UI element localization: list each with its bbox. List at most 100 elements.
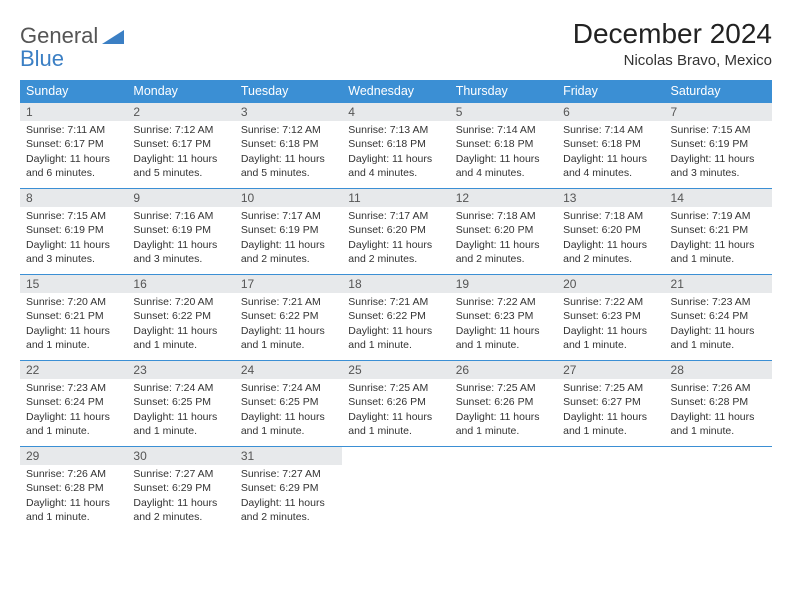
day-number: 9 (127, 189, 234, 207)
day-number: 17 (235, 275, 342, 293)
calendar-cell: 10Sunrise: 7:17 AMSunset: 6:19 PMDayligh… (235, 189, 342, 275)
calendar-row: 1Sunrise: 7:11 AMSunset: 6:17 PMDaylight… (20, 103, 772, 189)
weekday-header: Friday (557, 80, 664, 103)
calendar-cell: 21Sunrise: 7:23 AMSunset: 6:24 PMDayligh… (665, 275, 772, 361)
day-details: Sunrise: 7:13 AMSunset: 6:18 PMDaylight:… (342, 121, 449, 184)
day-details: Sunrise: 7:17 AMSunset: 6:19 PMDaylight:… (235, 207, 342, 270)
day-number: 25 (342, 361, 449, 379)
day-number: 13 (557, 189, 664, 207)
weekday-header: Sunday (20, 80, 127, 103)
day-details: Sunrise: 7:27 AMSunset: 6:29 PMDaylight:… (235, 465, 342, 528)
day-number: 22 (20, 361, 127, 379)
calendar-cell: 6Sunrise: 7:14 AMSunset: 6:18 PMDaylight… (557, 103, 664, 189)
calendar-cell: .. (450, 447, 557, 533)
calendar-cell: 16Sunrise: 7:20 AMSunset: 6:22 PMDayligh… (127, 275, 234, 361)
calendar-cell: 8Sunrise: 7:15 AMSunset: 6:19 PMDaylight… (20, 189, 127, 275)
day-number: 19 (450, 275, 557, 293)
day-number: 26 (450, 361, 557, 379)
day-details: Sunrise: 7:22 AMSunset: 6:23 PMDaylight:… (557, 293, 664, 356)
calendar-cell: 25Sunrise: 7:25 AMSunset: 6:26 PMDayligh… (342, 361, 449, 447)
day-details: Sunrise: 7:25 AMSunset: 6:26 PMDaylight:… (342, 379, 449, 442)
logo-line1: General (20, 23, 98, 48)
day-number: 24 (235, 361, 342, 379)
calendar-cell: 20Sunrise: 7:22 AMSunset: 6:23 PMDayligh… (557, 275, 664, 361)
calendar-cell: .. (665, 447, 772, 533)
page-title: December 2024 (573, 18, 772, 50)
day-number: 14 (665, 189, 772, 207)
calendar-cell: 4Sunrise: 7:13 AMSunset: 6:18 PMDaylight… (342, 103, 449, 189)
day-number: 6 (557, 103, 664, 121)
day-details: Sunrise: 7:27 AMSunset: 6:29 PMDaylight:… (127, 465, 234, 528)
weekday-header: Wednesday (342, 80, 449, 103)
day-number: 31 (235, 447, 342, 465)
calendar-cell: 27Sunrise: 7:25 AMSunset: 6:27 PMDayligh… (557, 361, 664, 447)
calendar-cell: 7Sunrise: 7:15 AMSunset: 6:19 PMDaylight… (665, 103, 772, 189)
day-details: Sunrise: 7:20 AMSunset: 6:22 PMDaylight:… (127, 293, 234, 356)
day-details: Sunrise: 7:21 AMSunset: 6:22 PMDaylight:… (235, 293, 342, 356)
day-number: 1 (20, 103, 127, 121)
day-details: Sunrise: 7:25 AMSunset: 6:26 PMDaylight:… (450, 379, 557, 442)
calendar-cell: 26Sunrise: 7:25 AMSunset: 6:26 PMDayligh… (450, 361, 557, 447)
calendar-cell: 15Sunrise: 7:20 AMSunset: 6:21 PMDayligh… (20, 275, 127, 361)
calendar-cell: 28Sunrise: 7:26 AMSunset: 6:28 PMDayligh… (665, 361, 772, 447)
calendar-row: 22Sunrise: 7:23 AMSunset: 6:24 PMDayligh… (20, 361, 772, 447)
calendar-cell: 5Sunrise: 7:14 AMSunset: 6:18 PMDaylight… (450, 103, 557, 189)
calendar-cell: 30Sunrise: 7:27 AMSunset: 6:29 PMDayligh… (127, 447, 234, 533)
day-number: 2 (127, 103, 234, 121)
weekday-header: Monday (127, 80, 234, 103)
day-details: Sunrise: 7:20 AMSunset: 6:21 PMDaylight:… (20, 293, 127, 356)
day-number: 21 (665, 275, 772, 293)
logo-line2: Blue (20, 46, 64, 71)
day-number: 18 (342, 275, 449, 293)
day-details: Sunrise: 7:15 AMSunset: 6:19 PMDaylight:… (665, 121, 772, 184)
day-number: 27 (557, 361, 664, 379)
calendar-cell: 17Sunrise: 7:21 AMSunset: 6:22 PMDayligh… (235, 275, 342, 361)
calendar-cell: 19Sunrise: 7:22 AMSunset: 6:23 PMDayligh… (450, 275, 557, 361)
calendar-cell: 31Sunrise: 7:27 AMSunset: 6:29 PMDayligh… (235, 447, 342, 533)
day-details: Sunrise: 7:24 AMSunset: 6:25 PMDaylight:… (235, 379, 342, 442)
day-details: Sunrise: 7:14 AMSunset: 6:18 PMDaylight:… (450, 121, 557, 184)
day-details: Sunrise: 7:15 AMSunset: 6:19 PMDaylight:… (20, 207, 127, 270)
header: General Blue December 2024 Nicolas Bravo… (20, 18, 772, 70)
day-details: Sunrise: 7:18 AMSunset: 6:20 PMDaylight:… (557, 207, 664, 270)
calendar-cell: 29Sunrise: 7:26 AMSunset: 6:28 PMDayligh… (20, 447, 127, 533)
day-number: 4 (342, 103, 449, 121)
day-details: Sunrise: 7:17 AMSunset: 6:20 PMDaylight:… (342, 207, 449, 270)
calendar-cell: 24Sunrise: 7:24 AMSunset: 6:25 PMDayligh… (235, 361, 342, 447)
calendar-cell: 23Sunrise: 7:24 AMSunset: 6:25 PMDayligh… (127, 361, 234, 447)
weekday-header: Thursday (450, 80, 557, 103)
calendar-cell: .. (342, 447, 449, 533)
location-subtitle: Nicolas Bravo, Mexico (573, 52, 772, 69)
day-number: 16 (127, 275, 234, 293)
day-details: Sunrise: 7:25 AMSunset: 6:27 PMDaylight:… (557, 379, 664, 442)
day-details: Sunrise: 7:14 AMSunset: 6:18 PMDaylight:… (557, 121, 664, 184)
calendar-cell: 11Sunrise: 7:17 AMSunset: 6:20 PMDayligh… (342, 189, 449, 275)
calendar-cell: 9Sunrise: 7:16 AMSunset: 6:19 PMDaylight… (127, 189, 234, 275)
weekday-header-row: Sunday Monday Tuesday Wednesday Thursday… (20, 80, 772, 103)
calendar-cell: 2Sunrise: 7:12 AMSunset: 6:17 PMDaylight… (127, 103, 234, 189)
day-details: Sunrise: 7:19 AMSunset: 6:21 PMDaylight:… (665, 207, 772, 270)
day-details: Sunrise: 7:26 AMSunset: 6:28 PMDaylight:… (20, 465, 127, 528)
day-number: 29 (20, 447, 127, 465)
calendar-cell: 13Sunrise: 7:18 AMSunset: 6:20 PMDayligh… (557, 189, 664, 275)
day-number: 5 (450, 103, 557, 121)
day-number: 7 (665, 103, 772, 121)
day-details: Sunrise: 7:18 AMSunset: 6:20 PMDaylight:… (450, 207, 557, 270)
calendar-cell: 22Sunrise: 7:23 AMSunset: 6:24 PMDayligh… (20, 361, 127, 447)
day-number: 11 (342, 189, 449, 207)
day-details: Sunrise: 7:12 AMSunset: 6:17 PMDaylight:… (127, 121, 234, 184)
day-number: 23 (127, 361, 234, 379)
day-details: Sunrise: 7:16 AMSunset: 6:19 PMDaylight:… (127, 207, 234, 270)
day-details: Sunrise: 7:22 AMSunset: 6:23 PMDaylight:… (450, 293, 557, 356)
day-number: 8 (20, 189, 127, 207)
day-number: 12 (450, 189, 557, 207)
calendar-row: 15Sunrise: 7:20 AMSunset: 6:21 PMDayligh… (20, 275, 772, 361)
day-number: 15 (20, 275, 127, 293)
triangle-icon (102, 28, 124, 49)
calendar-cell: 18Sunrise: 7:21 AMSunset: 6:22 PMDayligh… (342, 275, 449, 361)
day-number: 30 (127, 447, 234, 465)
calendar-cell: 14Sunrise: 7:19 AMSunset: 6:21 PMDayligh… (665, 189, 772, 275)
day-number: 3 (235, 103, 342, 121)
calendar-body: 1Sunrise: 7:11 AMSunset: 6:17 PMDaylight… (20, 103, 772, 533)
day-details: Sunrise: 7:12 AMSunset: 6:18 PMDaylight:… (235, 121, 342, 184)
